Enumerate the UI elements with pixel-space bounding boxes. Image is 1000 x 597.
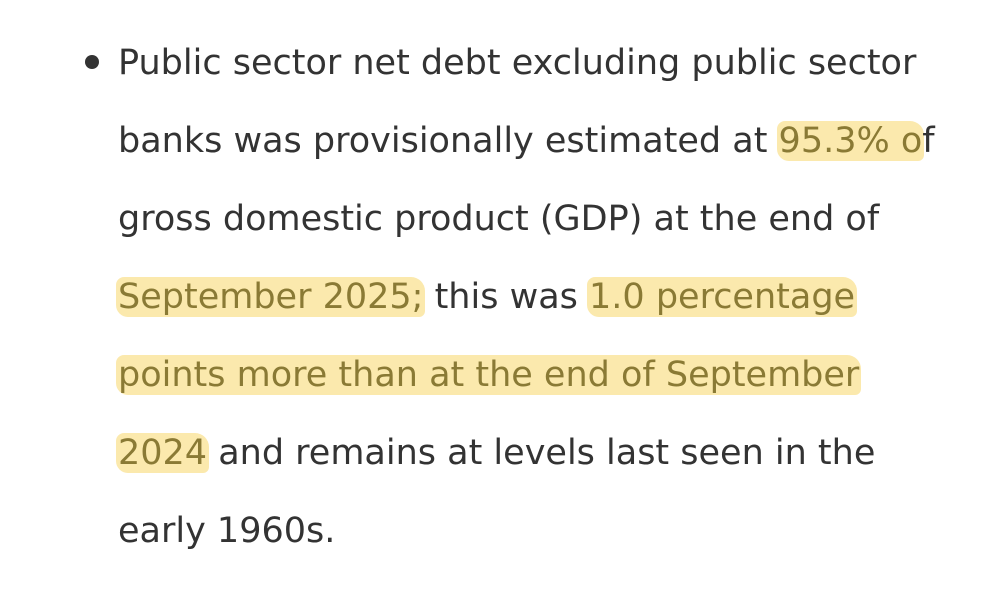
- paragraph-line-2: banks was provisionally estimated at 95.…: [118, 102, 978, 180]
- line-text: this was: [423, 277, 578, 317]
- highlighted-text: September 2025;: [116, 277, 426, 317]
- line-text: f: [922, 121, 935, 161]
- line-text: banks was provisionally estimated at: [118, 121, 779, 161]
- highlighted-text: 2024: [116, 433, 210, 473]
- paragraph-line-1: Public sector net debt excluding public …: [118, 24, 978, 102]
- bullet-dot-icon: [85, 55, 99, 69]
- line-text: Public sector net debt excluding public …: [118, 43, 917, 83]
- bullet-paragraph: Public sector net debt excluding public …: [116, 24, 978, 570]
- paragraph-line-4: September 2025; this was 1.0 percentage: [116, 258, 978, 336]
- paragraph-line-3: gross domestic product (GDP) at the end …: [118, 180, 978, 258]
- highlighted-text: 1.0 percentage: [587, 277, 858, 317]
- line-text: early 1960s.: [118, 511, 336, 551]
- paragraph-line-6: 2024 and remains at levels last seen in …: [116, 414, 978, 492]
- line-text: gross domestic product (GDP) at the end …: [118, 199, 880, 239]
- paragraph-line-7: early 1960s.: [118, 492, 978, 570]
- paragraph-line-5: points more than at the end of September: [116, 336, 978, 414]
- highlighted-text: 95.3% o: [776, 121, 925, 161]
- highlighted-text: points more than at the end of September: [116, 355, 862, 395]
- line-text: and remains at levels last seen in the: [207, 433, 876, 473]
